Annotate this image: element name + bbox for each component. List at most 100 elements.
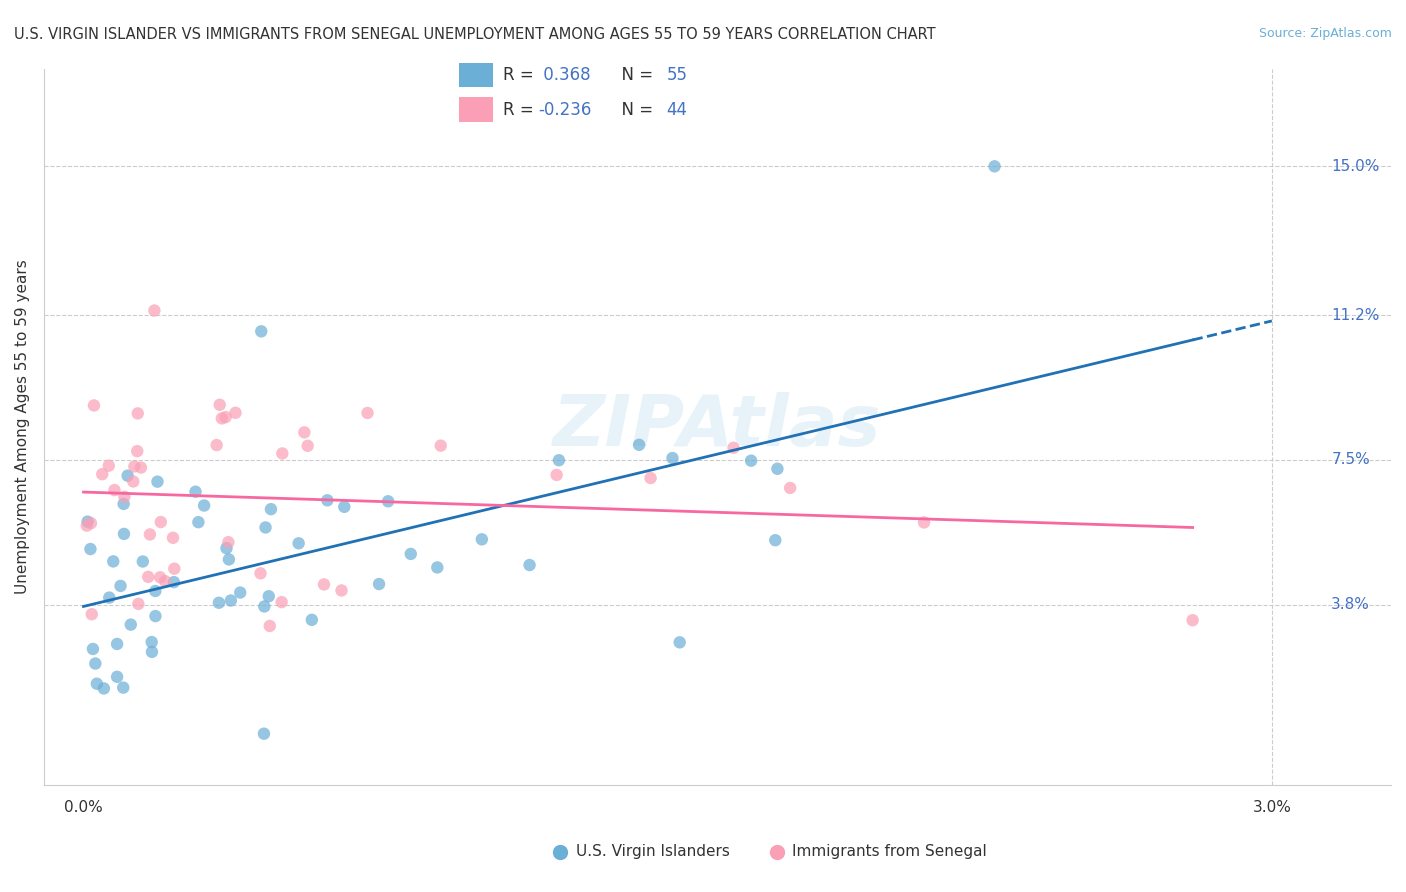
Point bbox=[312, 577, 335, 591]
Point bbox=[218, 552, 240, 566]
Point bbox=[260, 502, 283, 516]
Point bbox=[145, 609, 167, 624]
Text: 44: 44 bbox=[666, 101, 688, 119]
Point bbox=[112, 490, 135, 504]
Point bbox=[110, 579, 132, 593]
Point bbox=[86, 676, 108, 690]
Point bbox=[82, 642, 104, 657]
Point bbox=[193, 499, 215, 513]
Point bbox=[80, 516, 103, 530]
Point bbox=[519, 558, 541, 572]
Point bbox=[105, 670, 128, 684]
Text: 55: 55 bbox=[666, 66, 688, 84]
Point bbox=[117, 468, 139, 483]
Point bbox=[112, 527, 135, 541]
Text: Source: ZipAtlas.com: Source: ZipAtlas.com bbox=[1258, 27, 1392, 40]
Point bbox=[146, 475, 169, 489]
Text: 7.5%: 7.5% bbox=[1331, 452, 1369, 467]
Point bbox=[250, 324, 273, 338]
Text: 0.368: 0.368 bbox=[538, 66, 591, 84]
Point bbox=[149, 570, 172, 584]
Point bbox=[127, 597, 149, 611]
Point bbox=[129, 460, 152, 475]
Point bbox=[292, 425, 315, 440]
Point bbox=[640, 471, 662, 485]
Point bbox=[163, 575, 186, 590]
Point bbox=[143, 584, 166, 599]
Point bbox=[103, 483, 125, 497]
Point bbox=[779, 481, 801, 495]
Point bbox=[132, 554, 155, 568]
Text: U.S. VIRGIN ISLANDER VS IMMIGRANTS FROM SENEGAL UNEMPLOYMENT AMONG AGES 55 TO 59: U.S. VIRGIN ISLANDER VS IMMIGRANTS FROM … bbox=[14, 27, 935, 42]
Text: Immigrants from Senegal: Immigrants from Senegal bbox=[793, 845, 987, 859]
Point bbox=[983, 159, 1005, 173]
Point bbox=[471, 533, 494, 547]
Point bbox=[91, 467, 114, 482]
Point bbox=[426, 560, 449, 574]
Point bbox=[253, 727, 276, 741]
Point bbox=[301, 613, 323, 627]
Text: R =: R = bbox=[502, 101, 538, 119]
Point bbox=[297, 439, 319, 453]
Point bbox=[205, 438, 228, 452]
Point bbox=[429, 439, 451, 453]
Point bbox=[253, 599, 276, 614]
Point bbox=[122, 475, 145, 489]
Point bbox=[271, 446, 294, 460]
Point bbox=[93, 681, 115, 696]
Point bbox=[163, 562, 186, 576]
Point bbox=[143, 303, 166, 318]
Point bbox=[80, 607, 103, 622]
Point bbox=[184, 484, 207, 499]
Point bbox=[333, 500, 356, 514]
Y-axis label: Unemployment Among Ages 55 to 59 years: Unemployment Among Ages 55 to 59 years bbox=[15, 260, 30, 594]
Point bbox=[740, 453, 762, 467]
Point bbox=[399, 547, 422, 561]
Point bbox=[97, 458, 120, 473]
Text: 3.0%: 3.0% bbox=[1253, 800, 1291, 815]
Text: N =: N = bbox=[610, 101, 658, 119]
Point bbox=[546, 467, 568, 482]
Point bbox=[723, 441, 745, 455]
Point bbox=[208, 596, 231, 610]
Text: ZIPAtlas: ZIPAtlas bbox=[553, 392, 882, 461]
Point bbox=[208, 398, 231, 412]
Point bbox=[83, 399, 105, 413]
Text: N =: N = bbox=[610, 66, 658, 84]
Text: 15.0%: 15.0% bbox=[1331, 159, 1379, 174]
Point bbox=[98, 591, 121, 605]
Point bbox=[661, 451, 683, 466]
Point bbox=[79, 542, 101, 557]
Point bbox=[356, 406, 378, 420]
Point bbox=[259, 619, 281, 633]
Point bbox=[287, 536, 309, 550]
Bar bbox=[460, 97, 494, 122]
Point bbox=[127, 444, 149, 458]
Point bbox=[141, 645, 163, 659]
Bar bbox=[460, 62, 494, 87]
Point bbox=[217, 535, 239, 549]
Point bbox=[763, 533, 786, 548]
Point bbox=[548, 453, 571, 467]
Point bbox=[330, 583, 353, 598]
Text: -0.236: -0.236 bbox=[538, 101, 592, 119]
Point bbox=[76, 515, 98, 529]
Point bbox=[141, 635, 163, 649]
Point bbox=[1181, 613, 1204, 627]
Point bbox=[162, 531, 184, 545]
Point bbox=[628, 438, 651, 452]
Point bbox=[149, 515, 172, 529]
Point bbox=[249, 566, 271, 581]
Point bbox=[254, 520, 277, 534]
Point bbox=[270, 595, 292, 609]
Point bbox=[76, 518, 98, 533]
Point bbox=[112, 681, 135, 695]
Point bbox=[124, 459, 146, 474]
Point bbox=[229, 585, 252, 599]
Text: 3.8%: 3.8% bbox=[1331, 597, 1371, 612]
Point bbox=[219, 593, 242, 607]
Point bbox=[548, 845, 571, 859]
Point bbox=[912, 516, 935, 530]
Point bbox=[139, 527, 162, 541]
Text: 0.0%: 0.0% bbox=[65, 800, 103, 815]
